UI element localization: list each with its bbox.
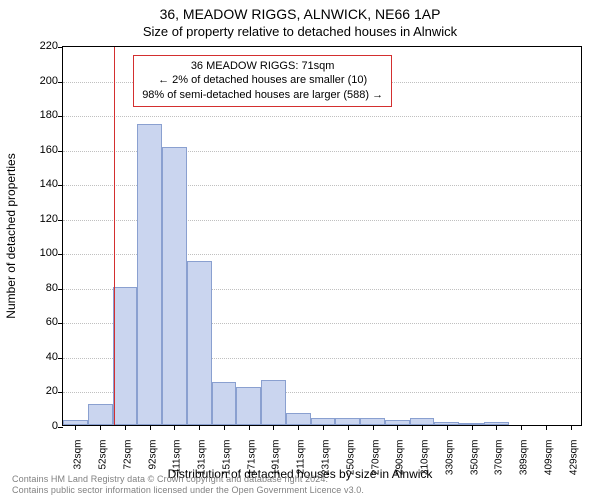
x-tick xyxy=(348,425,349,430)
histogram-bar xyxy=(236,387,261,425)
y-tick-label: 140 xyxy=(18,178,58,190)
x-tick xyxy=(249,425,250,430)
x-tick xyxy=(422,425,423,430)
histogram-bar xyxy=(311,418,336,425)
histogram-bar xyxy=(286,413,311,425)
x-tick xyxy=(273,425,274,430)
x-tick-label: 92sqm xyxy=(147,440,158,470)
histogram-bar xyxy=(335,418,360,425)
x-tick xyxy=(298,425,299,430)
x-tick xyxy=(447,425,448,430)
property-size-histogram: { "title": "36, MEADOW RIGGS, ALNWICK, N… xyxy=(0,0,600,500)
x-tick xyxy=(125,425,126,430)
callout-line3: 98% of semi-detached houses are larger (… xyxy=(142,89,383,101)
y-tick-label: 60 xyxy=(18,316,58,328)
property-marker-line xyxy=(114,47,115,425)
x-tick xyxy=(496,425,497,430)
x-tick xyxy=(75,425,76,430)
y-tick-label: 220 xyxy=(18,40,58,52)
chart-title: 36, MEADOW RIGGS, ALNWICK, NE66 1AP xyxy=(0,6,600,22)
footnote-line2: Contains public sector information licen… xyxy=(12,485,364,495)
y-tick-label: 120 xyxy=(18,213,58,225)
y-tick xyxy=(58,220,63,221)
y-tick-label: 160 xyxy=(18,144,58,156)
y-tick-label: 200 xyxy=(18,75,58,87)
y-tick-label: 180 xyxy=(18,109,58,121)
x-tick-label: 72sqm xyxy=(122,440,133,470)
x-tick xyxy=(397,425,398,430)
x-tick xyxy=(199,425,200,430)
histogram-bar xyxy=(360,418,385,425)
y-tick xyxy=(58,116,63,117)
y-axis-label: Number of detached properties xyxy=(4,153,18,318)
x-tick-label: 52sqm xyxy=(98,440,109,470)
histogram-bar xyxy=(88,404,113,425)
y-tick xyxy=(58,151,63,152)
histogram-bar xyxy=(162,147,187,425)
y-tick xyxy=(58,323,63,324)
y-tick-label: 80 xyxy=(18,282,58,294)
x-tick xyxy=(521,425,522,430)
x-tick xyxy=(174,425,175,430)
x-tick xyxy=(571,425,572,430)
y-tick xyxy=(58,289,63,290)
y-tick xyxy=(58,82,63,83)
x-tick xyxy=(100,425,101,430)
histogram-bar xyxy=(212,382,237,425)
plot-area: 36 MEADOW RIGGS: 71sqm ← 2% of detached h… xyxy=(62,46,582,426)
histogram-bar xyxy=(187,261,212,425)
y-tick xyxy=(58,392,63,393)
histogram-bar xyxy=(113,287,138,425)
footnote: Contains HM Land Registry data © Crown c… xyxy=(12,474,364,496)
histogram-bar xyxy=(261,380,286,425)
x-tick xyxy=(323,425,324,430)
y-tick xyxy=(58,185,63,186)
callout-box: 36 MEADOW RIGGS: 71sqm ← 2% of detached h… xyxy=(133,55,392,108)
histogram-bar xyxy=(410,418,435,425)
y-tick-label: 20 xyxy=(18,385,58,397)
x-tick-label: 32sqm xyxy=(73,440,84,470)
y-tick-label: 100 xyxy=(18,247,58,259)
x-tick xyxy=(373,425,374,430)
callout-line1: 36 MEADOW RIGGS: 71sqm xyxy=(191,60,335,72)
callout-line2: ← 2% of detached houses are smaller (10) xyxy=(158,74,367,86)
chart-subtitle: Size of property relative to detached ho… xyxy=(0,24,600,39)
y-tick-label: 40 xyxy=(18,351,58,363)
footnote-line1: Contains HM Land Registry data © Crown c… xyxy=(12,474,328,484)
x-tick xyxy=(546,425,547,430)
y-tick xyxy=(58,254,63,255)
gridline xyxy=(63,116,581,117)
histogram-bar xyxy=(137,124,162,425)
x-tick xyxy=(224,425,225,430)
x-tick xyxy=(150,425,151,430)
y-tick xyxy=(58,47,63,48)
y-tick-label: 0 xyxy=(18,420,58,432)
x-tick xyxy=(472,425,473,430)
y-tick xyxy=(58,358,63,359)
y-tick xyxy=(58,427,63,428)
